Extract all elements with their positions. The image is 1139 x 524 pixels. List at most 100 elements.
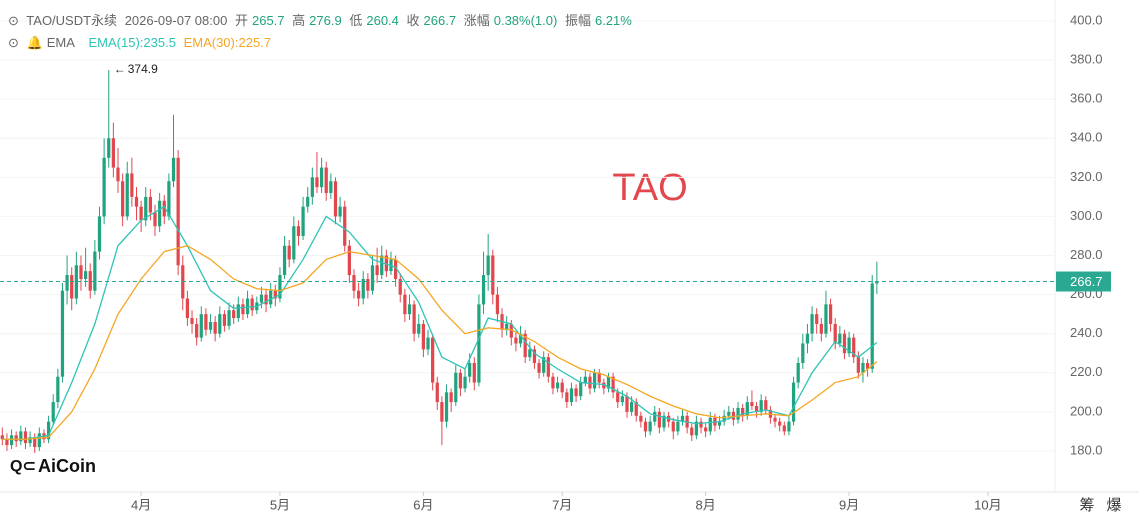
candle-body xyxy=(463,376,467,389)
candle-body xyxy=(134,196,139,207)
x-tick-label: 10月 xyxy=(974,497,1001,512)
candle-body xyxy=(403,294,407,315)
label: 涨幅 xyxy=(463,13,490,28)
label: 高 xyxy=(292,13,306,28)
info-icon[interactable]: ⊙ xyxy=(8,35,19,50)
candle-body xyxy=(819,323,823,334)
candle-body xyxy=(602,382,606,389)
label: 收 xyxy=(406,13,420,28)
candle-body xyxy=(514,337,518,344)
y-tick-label: 320.0 xyxy=(1070,169,1103,184)
indicator: EMA xyxy=(46,35,75,50)
candle-body xyxy=(680,415,685,422)
candle-body xyxy=(468,363,472,377)
candle-body xyxy=(653,411,657,422)
candle-body xyxy=(329,181,333,193)
y-tick-label: 220.0 xyxy=(1070,364,1103,379)
candle-body xyxy=(361,278,365,299)
candle-body xyxy=(592,372,597,389)
candle-body xyxy=(870,283,874,369)
candle-body xyxy=(370,265,375,291)
y-tick-label: 340.0 xyxy=(1070,130,1103,145)
candle-body xyxy=(750,402,754,407)
legend-entry: EMA(15):235.5 xyxy=(88,35,176,50)
candle-body xyxy=(505,323,509,330)
candle-body xyxy=(208,321,213,330)
candle-body xyxy=(555,382,560,389)
candle-body xyxy=(454,372,458,403)
y-tick-label: 360.0 xyxy=(1070,91,1103,106)
watermark: TAO xyxy=(612,167,687,209)
alert-icon[interactable]: 🔔 xyxy=(26,35,43,50)
symbol: TAO/USDT永续 xyxy=(26,13,118,28)
candle-body xyxy=(833,323,837,344)
candle-body xyxy=(625,396,629,412)
candle-body xyxy=(875,281,879,284)
candle-body xyxy=(264,294,268,305)
candle-body xyxy=(842,333,847,354)
y-tick-label: 400.0 xyxy=(1070,12,1103,27)
annotation-arrow: ← xyxy=(114,62,126,76)
annotation-label: 374.9 xyxy=(128,62,158,76)
candle-body xyxy=(444,392,449,422)
candle-body xyxy=(606,376,611,389)
price-tag xyxy=(1056,271,1111,292)
candle-body xyxy=(204,314,208,330)
candle-body xyxy=(856,357,860,373)
candle-body xyxy=(74,265,78,299)
candle-body xyxy=(440,402,444,422)
candle-body xyxy=(97,216,102,252)
time: 2026-09-07 08:00 xyxy=(124,13,228,28)
candle-body xyxy=(60,290,65,377)
candle-body xyxy=(167,181,171,217)
candle-body xyxy=(699,421,703,428)
label: 开 xyxy=(234,13,248,28)
candle-body xyxy=(310,177,314,197)
candle-body xyxy=(158,200,162,227)
candle-body xyxy=(171,157,176,182)
candle-body xyxy=(486,255,490,276)
candle-body xyxy=(643,421,648,432)
candle-body xyxy=(810,314,814,334)
info-icon[interactable]: ⊙ xyxy=(8,13,19,28)
candle-body xyxy=(815,314,819,324)
candle-body xyxy=(292,226,296,260)
candle-body xyxy=(287,245,291,260)
candle-body xyxy=(144,196,148,221)
candle-body xyxy=(65,275,69,291)
candle-body xyxy=(629,402,634,412)
candle-body xyxy=(708,417,712,432)
toolbar-button[interactable]: 爆 xyxy=(1106,497,1121,514)
amplitude: 6.21% xyxy=(594,13,632,28)
candle-body xyxy=(528,349,532,358)
candle-body xyxy=(93,251,97,291)
candle-body xyxy=(14,435,18,442)
candle-body xyxy=(481,275,486,305)
candle-body xyxy=(0,435,4,440)
y-tick-label: 380.0 xyxy=(1070,52,1103,67)
logo-mark: Q⊂ xyxy=(10,458,36,475)
candle-body xyxy=(690,427,694,436)
candle-body xyxy=(611,376,615,393)
candle-body xyxy=(259,294,264,303)
candle-body xyxy=(491,255,495,295)
candle-body xyxy=(116,167,120,182)
candle-body xyxy=(787,421,791,432)
candle-body xyxy=(861,363,865,373)
candle-body xyxy=(375,265,379,276)
candle-body xyxy=(588,376,592,389)
candle-body xyxy=(731,411,736,420)
candle-body xyxy=(301,206,305,236)
candle-body xyxy=(319,167,324,188)
toolbar-button[interactable]: 筹 xyxy=(1079,497,1094,514)
candle-body xyxy=(546,357,550,377)
candle-body xyxy=(509,323,513,338)
candle-body xyxy=(662,415,666,428)
candle-body xyxy=(865,363,870,369)
candle-body xyxy=(338,206,342,217)
candle-body xyxy=(324,167,328,193)
candle-body xyxy=(241,304,245,315)
candle-body xyxy=(107,138,111,158)
